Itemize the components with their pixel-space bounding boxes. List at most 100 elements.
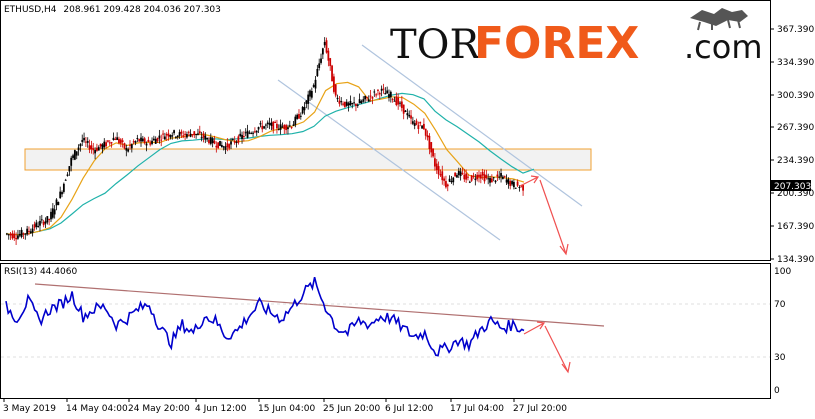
- candle-body: [64, 179, 67, 181]
- candle-body: [467, 176, 469, 178]
- candle-body: [112, 137, 115, 140]
- candle-body: [13, 233, 16, 239]
- price-tick-label: 300.390: [777, 91, 814, 101]
- time-tick-label: 6 Jul 12:00: [385, 404, 434, 414]
- candle-body: [37, 225, 40, 228]
- candle-body: [97, 147, 100, 151]
- candle-body: [452, 177, 455, 183]
- candle-body: [152, 138, 155, 141]
- candle-body: [391, 98, 394, 100]
- candle-body: [443, 178, 445, 181]
- candle-body: [512, 181, 515, 188]
- candle-body: [6, 233, 8, 235]
- candle-body: [270, 122, 273, 126]
- candle-body: [83, 137, 85, 141]
- candle-body: [496, 174, 499, 177]
- candle-body: [121, 140, 124, 142]
- candle-body: [298, 114, 300, 119]
- candle-body: [430, 142, 433, 153]
- candle-body: [265, 124, 267, 126]
- candle-body: [108, 142, 111, 144]
- candle-body: [408, 114, 411, 117]
- candle-body: [318, 63, 321, 69]
- candle-body: [378, 92, 381, 95]
- price-tick-label: 134.390: [777, 255, 814, 265]
- candle-body: [189, 133, 192, 137]
- candle-body: [73, 150, 76, 160]
- candle-body: [351, 103, 354, 105]
- price-tick-label: 334.390: [777, 58, 814, 68]
- candle-body: [92, 148, 95, 151]
- candle-body: [514, 187, 517, 189]
- candle-body: [334, 84, 337, 96]
- candle-body: [384, 92, 387, 95]
- candle-body: [410, 115, 412, 119]
- candlestick-series: [6, 37, 524, 245]
- candle-body: [500, 173, 502, 177]
- candle-body: [162, 133, 164, 135]
- candle-body: [360, 101, 363, 104]
- forecast-arrow-main: [519, 175, 569, 256]
- candle-body: [279, 124, 282, 130]
- candle-body: [468, 181, 471, 183]
- candle-body: [220, 145, 223, 148]
- candle-body: [292, 124, 295, 126]
- channel-upper-line: [361, 44, 583, 207]
- candle-body: [53, 209, 56, 215]
- candle-body: [257, 127, 260, 130]
- candle-body: [395, 96, 398, 106]
- candle-body: [26, 228, 29, 235]
- candle-body: [165, 133, 168, 136]
- candle-body: [489, 178, 491, 183]
- candle-body: [472, 175, 475, 177]
- candle-body: [116, 137, 119, 140]
- rsi-panel: [0, 263, 771, 399]
- candle-body: [169, 135, 172, 138]
- candle-body: [421, 125, 423, 129]
- candle-body: [417, 125, 420, 129]
- candle-body: [191, 134, 194, 136]
- candle-body: [428, 135, 431, 149]
- candle-body: [68, 166, 71, 172]
- candle-body: [46, 216, 49, 223]
- candle-body: [367, 99, 370, 102]
- candle-body: [61, 192, 63, 195]
- candle-body: [461, 173, 464, 175]
- candle-body: [290, 127, 293, 129]
- candle-body: [143, 138, 146, 144]
- candle-body: [119, 139, 122, 144]
- candle-body: [314, 79, 317, 89]
- candle-body: [29, 231, 32, 234]
- candle-body: [59, 191, 62, 199]
- candle-body: [228, 144, 231, 149]
- time-tick-label: 24 May 20:00: [128, 404, 190, 414]
- time-tick-label: 3 May 2019: [3, 404, 56, 414]
- candle-body: [478, 174, 480, 177]
- candle-body: [380, 88, 383, 91]
- candle-body: [413, 123, 416, 126]
- candle-body: [9, 233, 12, 236]
- candle-body: [15, 237, 18, 240]
- candle-body: [459, 171, 462, 177]
- candle-body: [336, 97, 339, 100]
- candle-body: [176, 135, 179, 138]
- candle-body: [129, 144, 131, 146]
- candle-body: [184, 133, 186, 135]
- candle-body: [85, 141, 87, 143]
- candle-body: [215, 145, 218, 148]
- candle-body: [125, 148, 128, 151]
- candle-body: [226, 143, 229, 148]
- candle-body: [366, 96, 368, 98]
- candle-body: [252, 132, 254, 134]
- candle-body: [186, 134, 188, 138]
- candle-body: [274, 122, 277, 124]
- candle-body: [305, 100, 308, 104]
- candle-body: [204, 135, 207, 140]
- candle-body: [11, 233, 14, 239]
- torforex-logo: TOR FOREX .com: [390, 8, 763, 69]
- candle-body: [331, 65, 333, 82]
- candle-body: [419, 121, 422, 124]
- time-tick-label: 15 Jun 04:00: [258, 404, 315, 414]
- candle-body: [434, 158, 436, 167]
